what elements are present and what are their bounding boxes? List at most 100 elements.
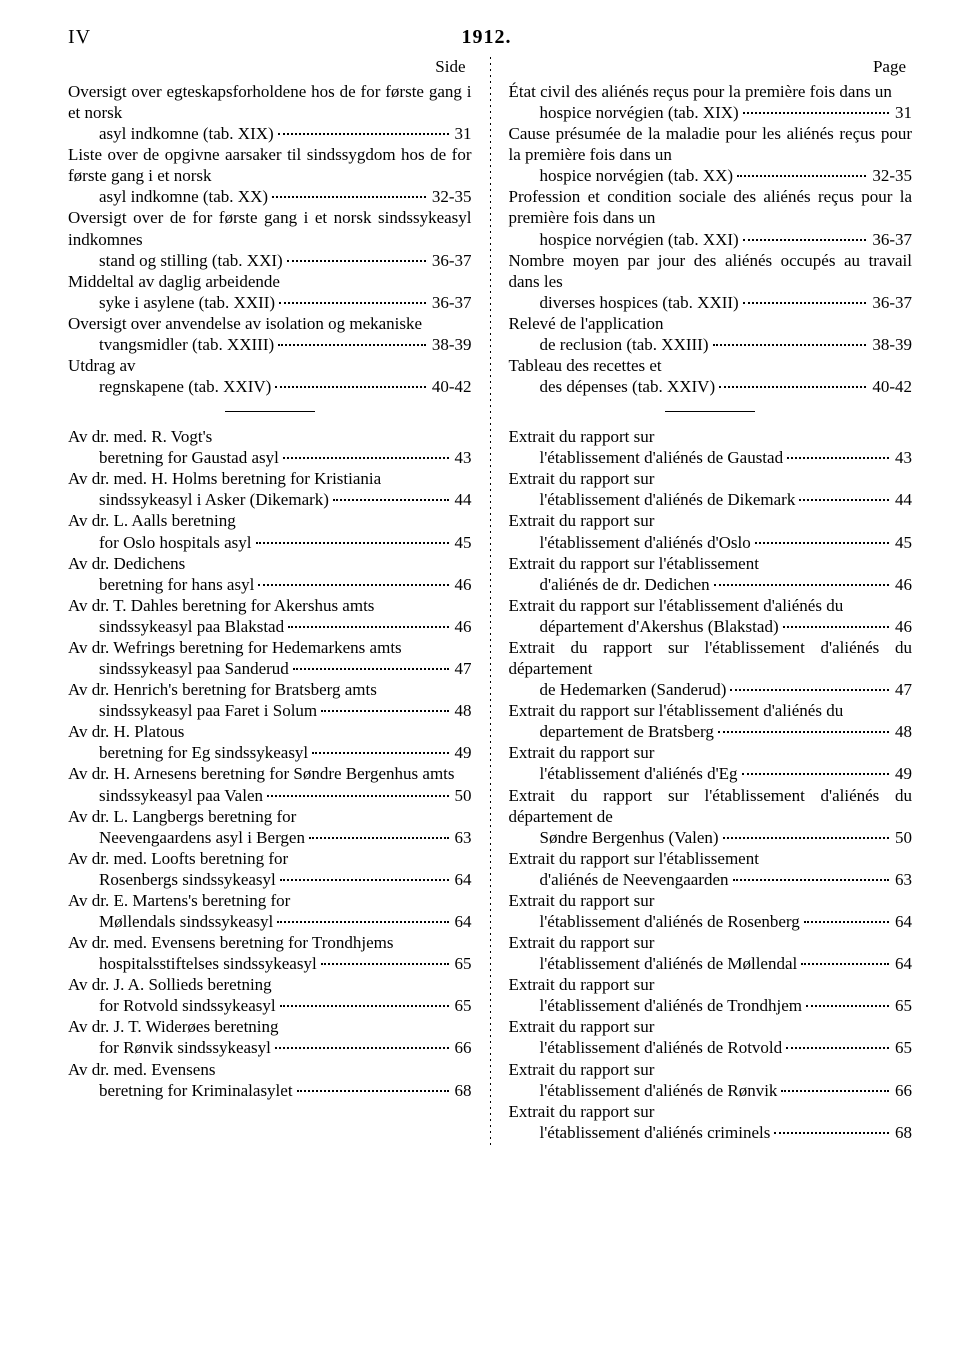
dot-leader <box>272 196 426 198</box>
toc-text: Extrait du rapport sur l'établissement d… <box>509 595 913 616</box>
toc-text-tail: hospice norvégien (tab. XIX) <box>509 102 739 123</box>
toc-text: Extrait du rapport sur <box>509 1016 913 1037</box>
columns: Side Oversigt over egteskapsforholdene h… <box>68 57 912 1149</box>
dot-leader <box>321 963 449 965</box>
toc-page: 66 <box>453 1037 472 1058</box>
toc-text: Oversigt over anvendelse av isolation og… <box>68 313 472 334</box>
toc-text: Extrait du rapport sur <box>509 890 913 911</box>
toc-leader-row: regnskapene (tab. XXIV)40-42 <box>68 376 472 397</box>
toc-text-tail: departement de Bratsberg <box>509 721 714 742</box>
toc-entry: Middeltal av daglig arbeidende syke i as… <box>68 271 472 313</box>
dot-leader <box>278 133 449 135</box>
toc-page: 64 <box>453 911 472 932</box>
toc-leader-row: Møllendals sindssykeasyl64 <box>68 911 472 932</box>
toc-page: 38-39 <box>430 334 472 355</box>
dot-leader <box>288 626 448 628</box>
toc-text-tail: for Oslo hospitals asyl <box>68 532 252 553</box>
toc-entry: Av dr. med. Evensens beretning for Krimi… <box>68 1059 472 1101</box>
toc-text: Extrait du rapport sur l'établissement <box>509 553 913 574</box>
dot-leader <box>256 542 449 544</box>
toc-text: Middeltal av daglig arbeidende <box>68 271 472 292</box>
toc-entry: Utdrag av regnskapene (tab. XXIV)40-42 <box>68 355 472 397</box>
column-left: Side Oversigt over egteskapsforholdene h… <box>68 57 472 1149</box>
toc-entry: Av dr. J. A. Sollieds beretning for Rotv… <box>68 974 472 1016</box>
toc-entry: Extrait du rapport sur l'établissement d… <box>509 426 913 468</box>
toc-page: 64 <box>893 953 912 974</box>
toc-entry: Av dr. Dedichens beretning for hans asyl… <box>68 553 472 595</box>
page-year: 1912. <box>462 26 512 49</box>
dot-leader <box>718 731 889 733</box>
toc-page: 65 <box>453 995 472 1016</box>
toc-text: Extrait du rapport sur <box>509 468 913 489</box>
toc-text: Av dr. med. Evensens beretning for Trond… <box>68 932 472 953</box>
toc-text-tail: for Rotvold sindssykeasyl <box>68 995 276 1016</box>
toc-leader-row: des dépenses (tab. XXIV)40-42 <box>509 376 913 397</box>
toc-page: 36-37 <box>430 292 472 313</box>
toc-leader-row: l'établissement d'aliénés d'Oslo45 <box>509 532 913 553</box>
toc-page: 46 <box>893 574 912 595</box>
toc-entry: Tableau des recettes et des dépenses (ta… <box>509 355 913 397</box>
dot-leader <box>755 542 889 544</box>
toc-page: 47 <box>453 658 472 679</box>
dot-leader <box>742 773 889 775</box>
toc-text: Liste over de opgivne aarsaker til sinds… <box>68 144 472 186</box>
toc-text-tail: regnskapene (tab. XXIV) <box>68 376 271 397</box>
page: IV 1912. Side Oversigt over egteskapsfor… <box>0 0 960 1365</box>
toc-entry: Cause présumée de la maladie pour les al… <box>509 123 913 186</box>
toc-text: Av dr. Henrich's beretning for Bratsberg… <box>68 679 472 700</box>
dot-leader <box>781 1090 889 1092</box>
section-rule-left <box>225 411 315 412</box>
toc-text-tail: l'établissement d'aliénés criminels <box>509 1122 771 1143</box>
toc-entry: Av dr. L. Langbergs beretning for Neeven… <box>68 806 472 848</box>
dot-leader <box>275 386 426 388</box>
toc-entry: Av dr. E. Martens's beretning for Møllen… <box>68 890 472 932</box>
toc-leader-row: hospice norvégien (tab. XXI)36-37 <box>509 229 913 250</box>
toc-entry: Extrait du rapport sur l'établissement d… <box>509 1059 913 1101</box>
toc-leader-row: for Rotvold sindssykeasyl 65 <box>68 995 472 1016</box>
toc-text-tail: l'établissement d'aliénés de Møllendal <box>509 953 798 974</box>
toc-text-tail: hospice norvégien (tab. XXI) <box>509 229 739 250</box>
toc-entry: Av dr. L. Aalls beretning for Oslo hospi… <box>68 510 472 552</box>
dot-leader <box>309 837 449 839</box>
toc-leader-row: sindssykeasyl paa Blakstad46 <box>68 616 472 637</box>
toc-text-tail: Søndre Bergenhus (Valen) <box>509 827 719 848</box>
dot-leader <box>267 795 449 797</box>
toc-text: Extrait du rapport sur <box>509 426 913 447</box>
toc-text-tail: asyl indkomne (tab. XIX) <box>68 123 274 144</box>
toc-leader-row: l'établissement d'aliénés d'Eg49 <box>509 763 913 784</box>
toc-entry: Liste over de opgivne aarsaker til sinds… <box>68 144 472 207</box>
toc-page: 46 <box>893 616 912 637</box>
toc-entry: Av dr. H. Arnesens beretning for Søndre … <box>68 763 472 805</box>
toc-leader-row: l'établissement d'aliénés de Dikemark44 <box>509 489 913 510</box>
toc-text: Utdrag av <box>68 355 472 376</box>
toc-text-tail: stand og stilling (tab. XXI) <box>68 250 283 271</box>
dot-leader <box>333 499 449 501</box>
toc-text-tail: hospitalsstiftelses sindssykeasyl <box>68 953 317 974</box>
toc-text-tail: Rosenbergs sindssykeasyl <box>68 869 276 890</box>
dot-leader <box>719 386 866 388</box>
toc-page: 44 <box>453 489 472 510</box>
toc-leader-row: tvangsmidler (tab. XXIII)38-39 <box>68 334 472 355</box>
col-head-left: Side <box>68 57 472 77</box>
right-top-group: État civil des aliénés reçus pour la pre… <box>509 81 913 397</box>
toc-text: Av dr. T. Dahles beretning for Akershus … <box>68 595 472 616</box>
toc-text: Extrait du rapport sur l'établissement d… <box>509 637 913 679</box>
dot-leader <box>278 344 426 346</box>
dot-leader <box>801 963 889 965</box>
toc-text-tail: l'établissement d'aliénés de Rotvold <box>509 1037 783 1058</box>
column-separator <box>490 57 491 1149</box>
toc-text: Av dr. med. Loofts beretning for <box>68 848 472 869</box>
toc-text-tail: l'établissement d'aliénés d'Eg <box>509 763 738 784</box>
toc-leader-row: l'établissement d'aliénés de Rønvik66 <box>509 1080 913 1101</box>
toc-entry: Extrait du rapport sur l'établissement d… <box>509 848 913 890</box>
toc-text-tail: asyl indkomne (tab. XX) <box>68 186 268 207</box>
toc-text: Tableau des recettes et <box>509 355 913 376</box>
toc-page: 65 <box>893 1037 912 1058</box>
dot-leader <box>806 1005 889 1007</box>
toc-page: 46 <box>453 574 472 595</box>
toc-entry: Av dr. Wefrings beretning for Hedemarken… <box>68 637 472 679</box>
toc-leader-row: département d'Akershus (Blakstad)46 <box>509 616 913 637</box>
toc-entry: Av dr. med. R. Vogt's beretning for Gaus… <box>68 426 472 468</box>
toc-entry: Extrait du rapport sur l'établissement d… <box>509 890 913 932</box>
toc-text-tail: sindssykeasyl paa Valen <box>68 785 263 806</box>
